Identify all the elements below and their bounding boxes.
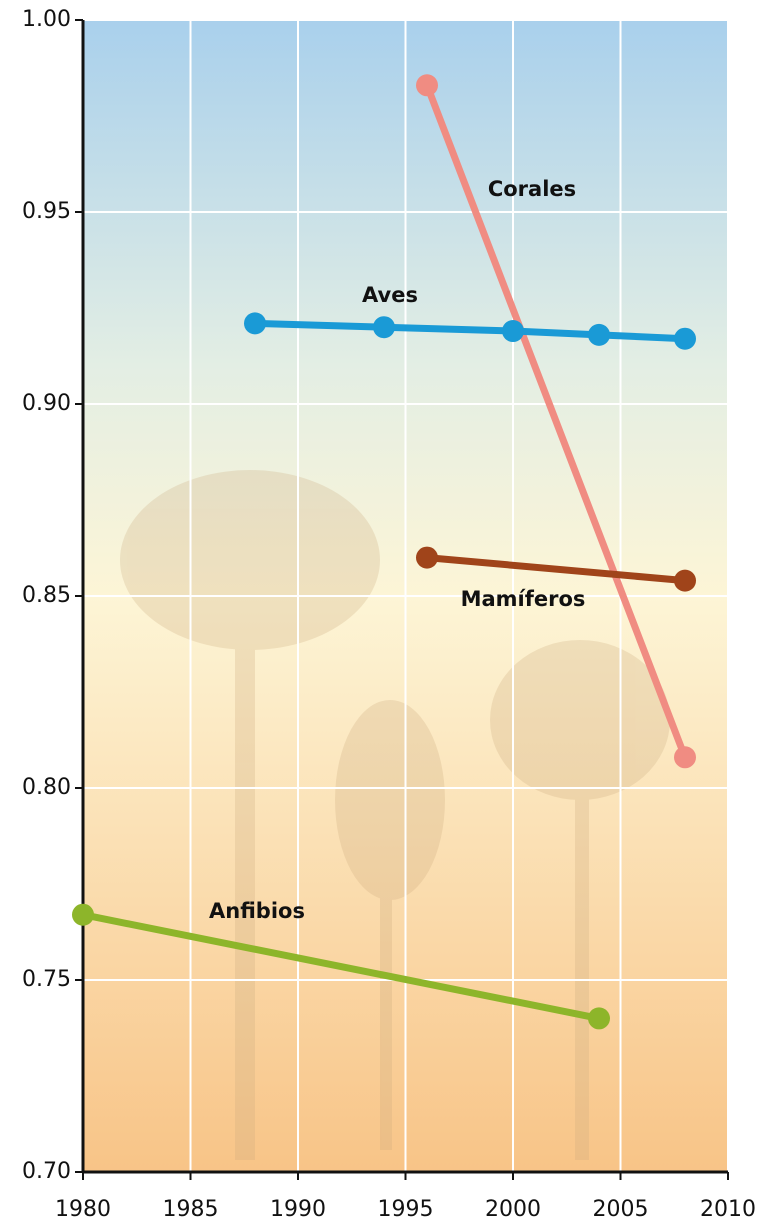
series-line — [423, 554, 689, 585]
data-point — [588, 1007, 610, 1030]
series-label: Anfibios — [209, 899, 305, 923]
series-label: Corales — [488, 177, 576, 201]
data-point — [244, 312, 266, 335]
x-tick-label: 1995 — [378, 1197, 434, 1222]
y-tick-label: 0.80 — [22, 775, 71, 800]
series-label: Aves — [362, 283, 418, 307]
data-point — [588, 323, 610, 346]
data-point — [674, 746, 696, 769]
y-tick-label: 0.95 — [22, 199, 71, 224]
x-tick-label: 2010 — [700, 1197, 756, 1222]
series-line — [423, 81, 689, 761]
y-tick-label: 0.70 — [22, 1159, 71, 1184]
x-tick-label: 2005 — [593, 1197, 649, 1222]
data-point — [502, 320, 524, 343]
data-point — [416, 74, 438, 97]
y-tick-label: 0.75 — [22, 967, 71, 992]
data-point — [373, 316, 395, 339]
y-tick-label: 0.90 — [22, 391, 71, 416]
data-point — [674, 327, 696, 350]
x-tick-label: 1980 — [55, 1197, 111, 1222]
series-line — [79, 911, 603, 1022]
x-tick-label: 1985 — [163, 1197, 219, 1222]
y-tick-label: 1.00 — [22, 7, 71, 32]
data-point — [674, 569, 696, 592]
x-tick-label: 1990 — [270, 1197, 326, 1222]
y-tick-label: 0.85 — [22, 583, 71, 608]
data-point — [72, 903, 94, 926]
series-label: Mamíferos — [461, 587, 586, 611]
data-point — [416, 546, 438, 569]
tree-silhouettes — [120, 470, 670, 1160]
x-tick-label: 2000 — [485, 1197, 541, 1222]
